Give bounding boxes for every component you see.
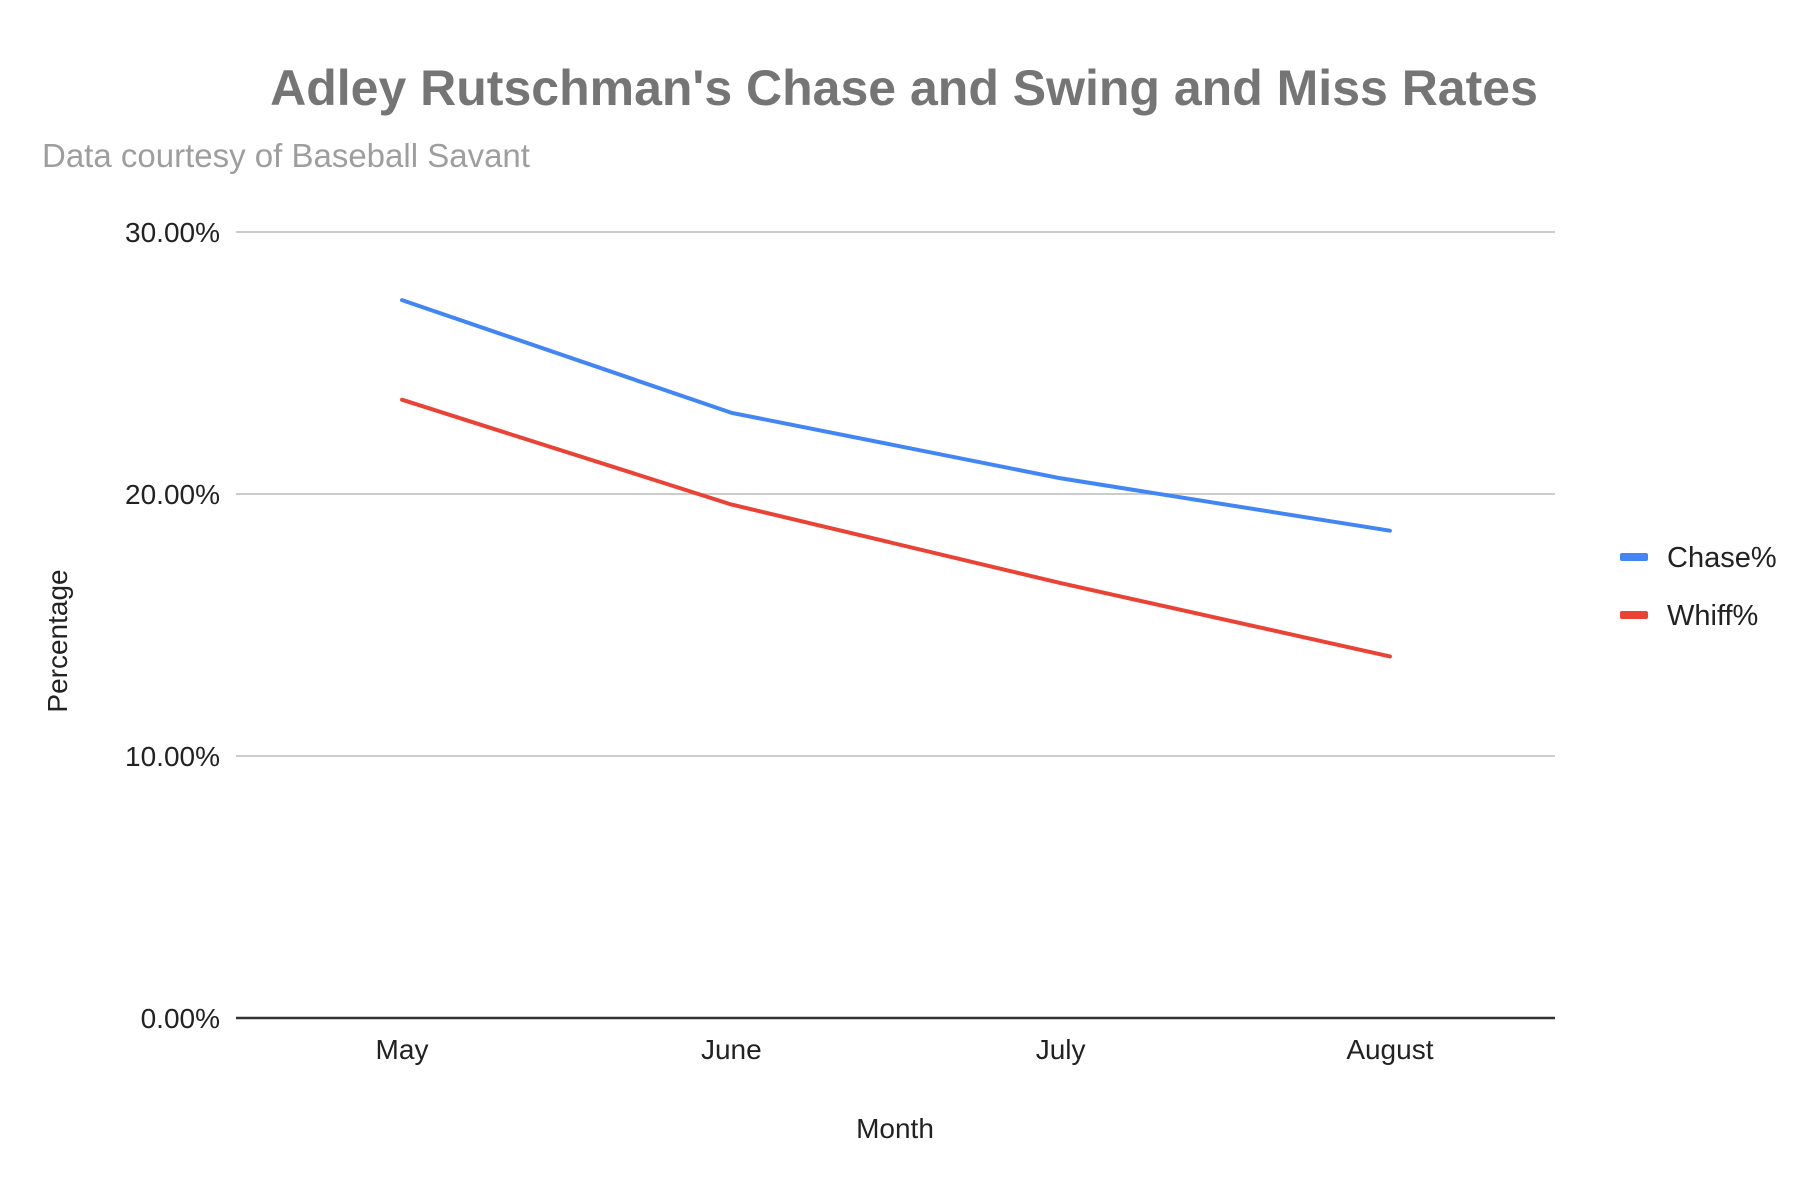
legend-swatch [1620,611,1648,619]
data-point [1059,581,1063,585]
legend-item: Chase% [1620,542,1777,574]
series-chase- [400,298,1392,533]
x-tick-label: June [701,1034,762,1065]
data-point [1059,476,1063,480]
y-tick-label: 30.00% [125,217,220,248]
legend-item: Whiff% [1620,600,1758,632]
gridlines [236,231,1555,1020]
x-tick-label: May [376,1034,429,1065]
series-line [400,298,1392,533]
series-line [400,397,1392,659]
data-point [1388,654,1392,658]
y-axis-title: Percentage [42,569,73,712]
series-lines [400,298,1392,659]
data-point [400,398,404,402]
y-tick-label: 0.00% [141,1003,220,1034]
series-whiff- [400,397,1392,659]
x-axis-ticks: May June July August [376,1034,1434,1065]
chart-subtitle: Data courtesy of Baseball Savant [42,137,530,174]
x-axis-title: Month [856,1113,934,1144]
data-point [729,502,733,506]
data-point [400,298,404,302]
legend-label: Chase% [1667,542,1777,574]
legend-swatch [1620,553,1648,561]
data-point [729,411,733,415]
y-axis-ticks: 0.00% 10.00% 20.00% 30.00% [125,217,220,1034]
y-tick-label: 20.00% [125,479,220,510]
legend-label: Whiff% [1667,600,1758,632]
chart-title: Adley Rutschman's Chase and Swing and Mi… [270,60,1538,116]
data-point [1388,529,1392,533]
legend: Chase% Whiff% [1620,542,1777,632]
x-tick-label: August [1346,1034,1433,1065]
x-tick-label: July [1036,1034,1086,1065]
y-tick-label: 10.00% [125,741,220,772]
